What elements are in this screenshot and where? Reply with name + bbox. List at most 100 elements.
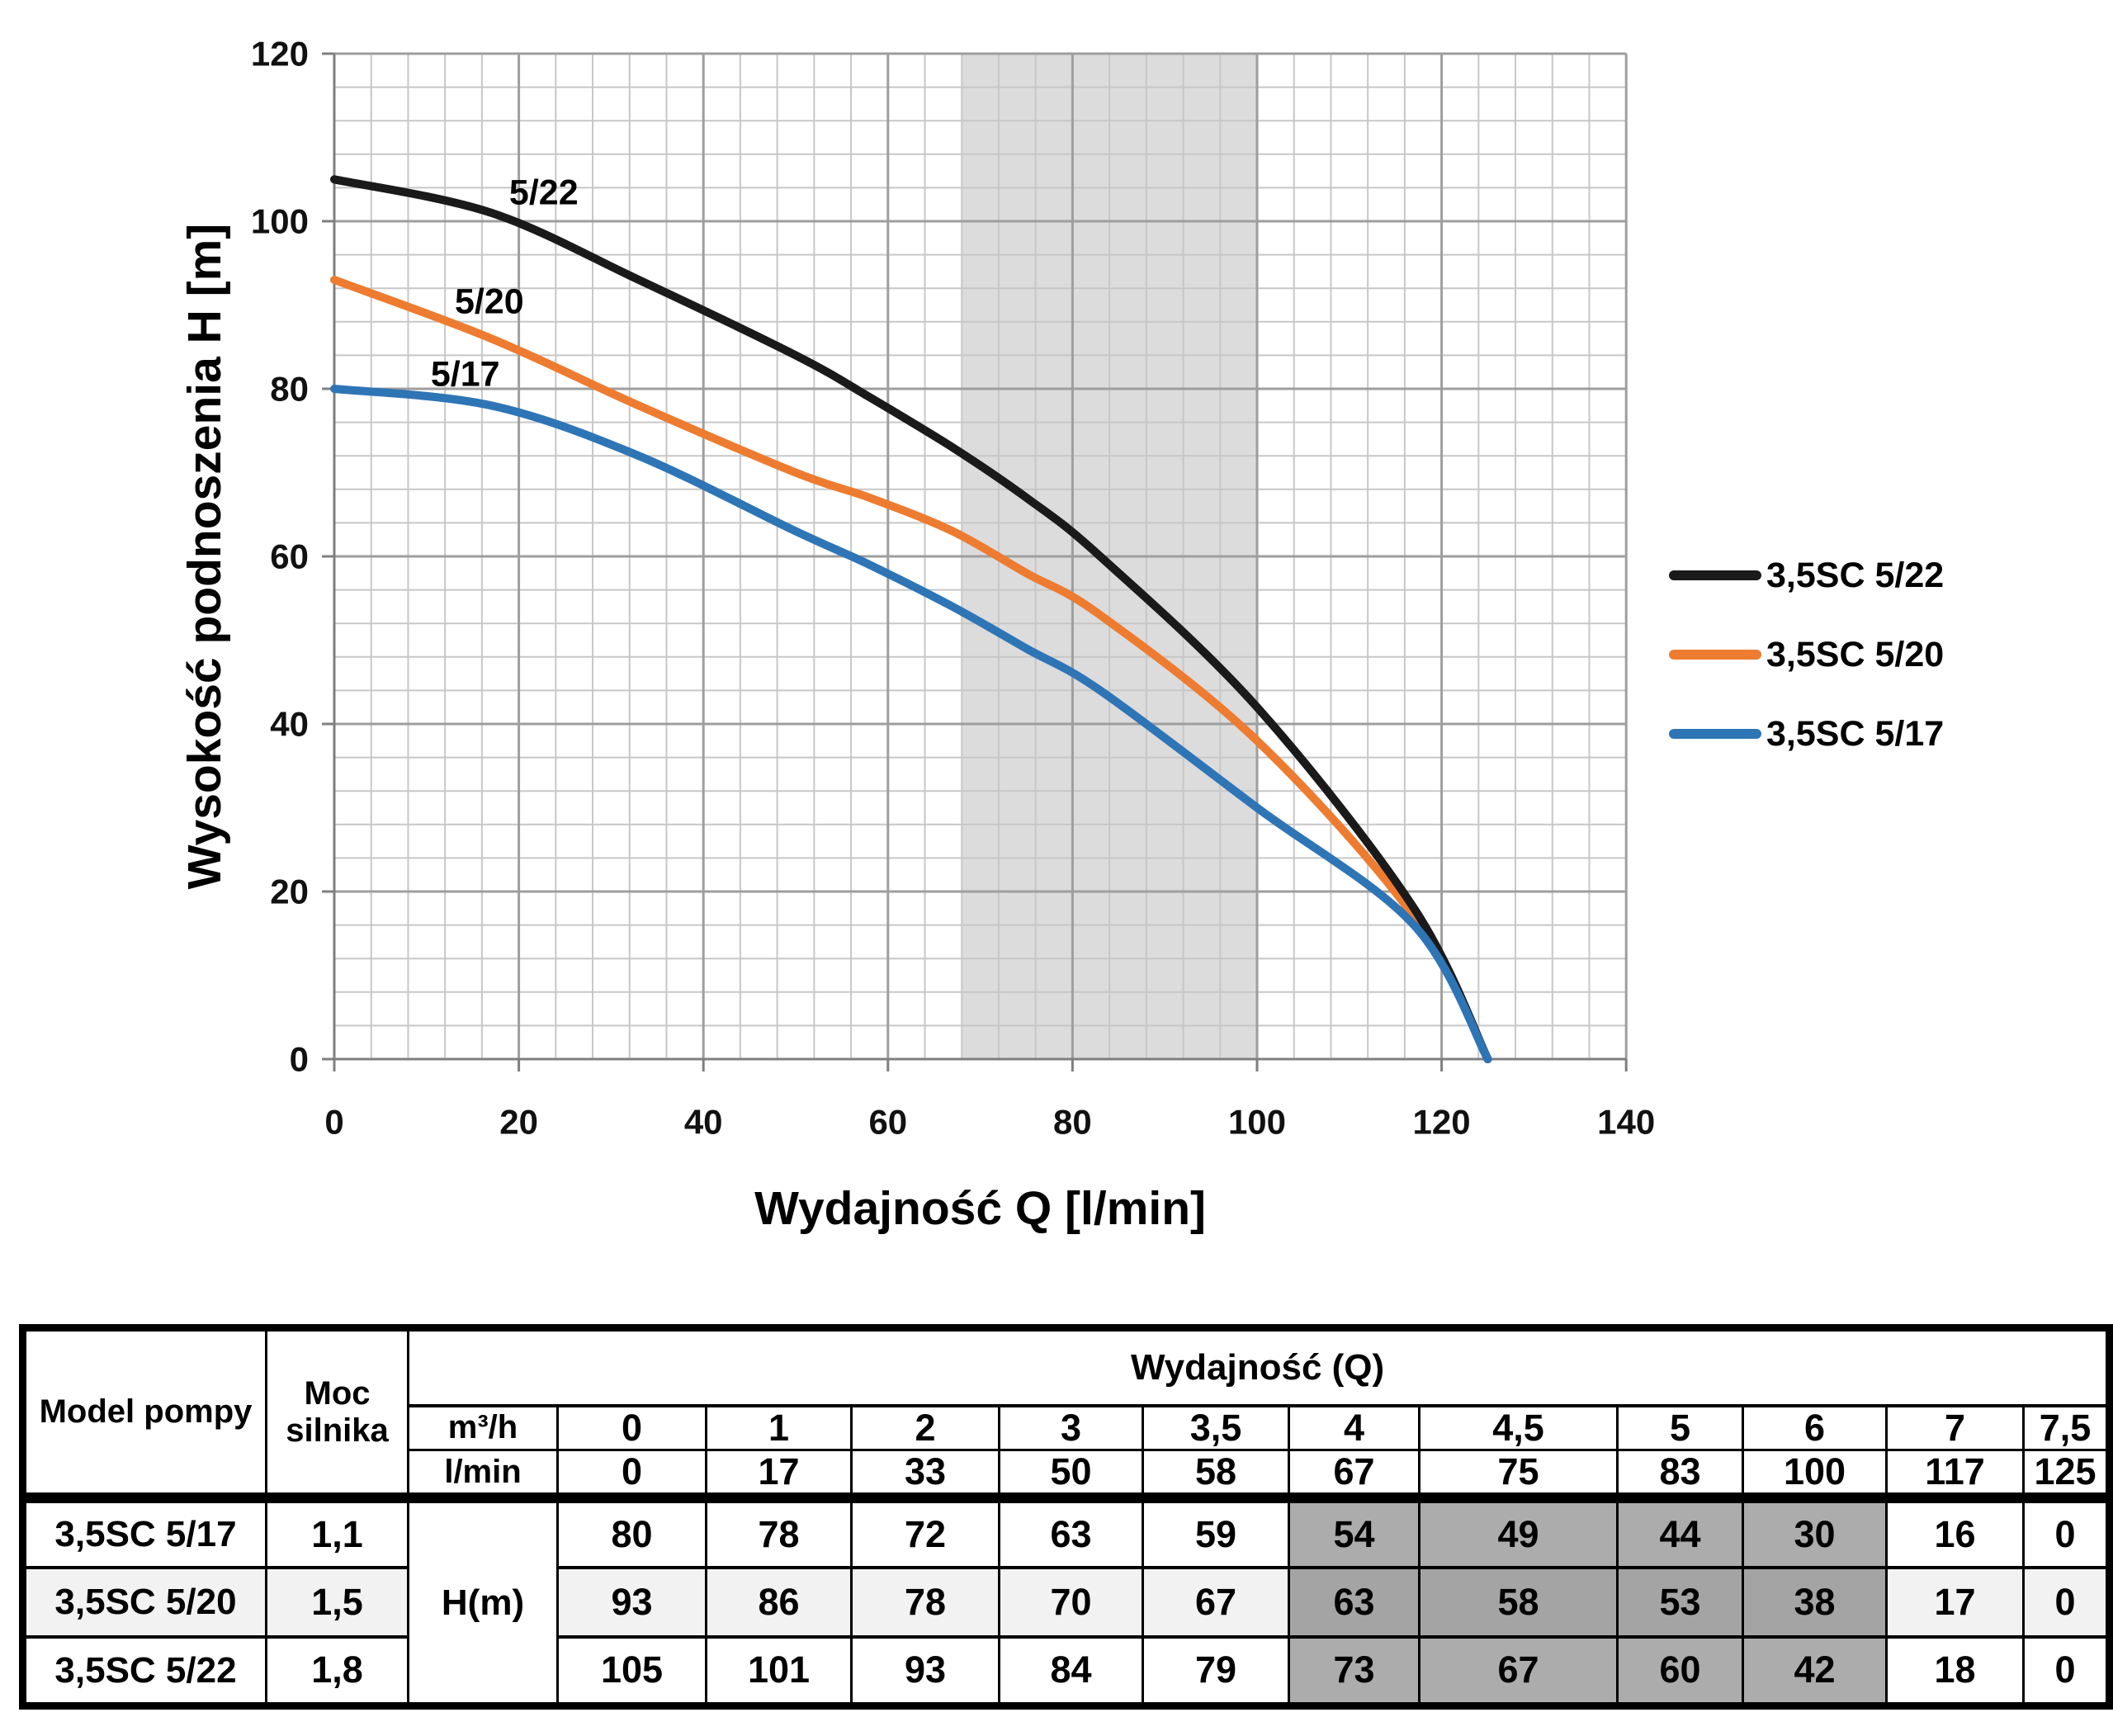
power-cell: 1,5 (265, 1565, 409, 1639)
head-value: 84 (998, 1634, 1144, 1708)
x-tick-label: 40 (684, 1103, 723, 1142)
head-value: 80 (556, 1492, 707, 1569)
head-value: 93 (850, 1634, 1000, 1708)
head-value: 54 (1288, 1492, 1420, 1569)
lmin-value: 75 (1418, 1448, 1619, 1500)
x-tick-label: 80 (1053, 1103, 1092, 1142)
m3h-value: 4 (1288, 1404, 1420, 1451)
y-tick-label: 40 (270, 705, 309, 744)
y-tick-label: 80 (270, 370, 309, 409)
y-tick-label: 0 (290, 1040, 309, 1079)
curve-5-17 (330, 385, 1492, 1063)
m3h-value: 1 (705, 1404, 853, 1451)
head-value: 16 (1885, 1492, 2025, 1569)
curve-5-20 (330, 276, 1492, 1063)
lmin-value: 0 (556, 1448, 707, 1500)
header-row-m3h: m³/h 0 1 2 3 3,5 4 4,5 5 6 7 7,5 (23, 1404, 2111, 1451)
legend-label: 3,5SC 5/20 (1766, 635, 1944, 674)
head-value: 42 (1742, 1634, 1888, 1708)
lmin-value: 117 (1885, 1448, 2025, 1500)
head-value: 0 (2021, 1492, 2111, 1569)
x-tick-label: 60 (868, 1103, 907, 1142)
y-axis-title: Wysokość podnoszenia H [m] (178, 224, 231, 890)
x-tick-label: 100 (1228, 1103, 1286, 1142)
head-value: 67 (1418, 1634, 1619, 1708)
head-value: 105 (556, 1634, 707, 1708)
lmin-value: 83 (1616, 1448, 1744, 1500)
head-value: 60 (1616, 1634, 1744, 1708)
curve-label: 5/22 (509, 173, 579, 212)
head-value: 53 (1616, 1565, 1744, 1639)
m3h-value: 7,5 (2021, 1404, 2111, 1451)
x-tick-label: 20 (499, 1103, 538, 1142)
pump-row-355-17: 3,5SC 5/17 1,1 H(m) 80 78 72 63 59 54 49 44 30 16 0 (21, 1492, 2111, 1708)
y-tick-label: 20 (270, 873, 309, 911)
legend-label: 3,5SC 5/22 (1766, 556, 1944, 595)
legend-label: 3,5SC 5/17 (1766, 714, 1944, 754)
head-value: 73 (1288, 1634, 1420, 1708)
head-value: 93 (556, 1565, 707, 1639)
head-value: 0 (2021, 1634, 2111, 1708)
head-value: 70 (998, 1565, 1144, 1639)
head-value: 63 (998, 1492, 1144, 1569)
m3h-value: 4,5 (1418, 1404, 1619, 1451)
m3h-value: 3 (998, 1404, 1144, 1451)
y-tick-label: 120 (251, 35, 309, 73)
x-tick-label: 120 (1413, 1103, 1471, 1142)
m3h-value: 6 (1742, 1404, 1888, 1451)
axes: 0 20 40 60 80 100 120 140 0 20 40 60 80 100 120 (251, 35, 1655, 1142)
model-cell: 3,5SC 5/17 (21, 1492, 267, 1569)
head-value: 78 (705, 1492, 853, 1569)
pump-curves (330, 175, 1492, 1063)
unit-lmin-label: l/min (407, 1448, 559, 1500)
head-value: 44 (1616, 1492, 1744, 1569)
x-tick-label: 140 (1597, 1103, 1655, 1142)
pump-row-355-22: 3,5SC 5/22 1,8 105 101 93 84 79 73 67 60 42 18 0 (21, 1634, 2111, 1708)
curve-label: 5/20 (455, 281, 524, 321)
head-value: 101 (705, 1634, 853, 1708)
lmin-value: 50 (998, 1448, 1144, 1500)
head-value: 59 (1142, 1492, 1290, 1569)
power-cell: 1,8 (265, 1634, 409, 1708)
h-m-label: H(m) (407, 1492, 559, 1708)
m3h-value: 2 (850, 1404, 1000, 1451)
pump-data-table-wrap: Model pompy Moc silnika Wydajność (Q) m³/h 0… (19, 1324, 2113, 1710)
moc-silnika-header: Moc silnika (265, 1326, 409, 1500)
y-tick-label: 100 (251, 202, 309, 241)
curve-label: 5/17 (431, 355, 500, 395)
y-tick-label: 60 (270, 537, 309, 576)
head-value: 79 (1142, 1634, 1290, 1708)
head-value: 86 (705, 1565, 853, 1639)
head-value: 78 (850, 1565, 1000, 1639)
m3h-value: 7 (1885, 1404, 2025, 1451)
head-value: 0 (2021, 1565, 2111, 1639)
lmin-value: 125 (2021, 1448, 2111, 1500)
lmin-value: 58 (1142, 1448, 1290, 1500)
lmin-value: 33 (850, 1448, 1000, 1500)
pump-data-table: Model pompy Moc silnika Wydajność (Q) m³/h 0… (19, 1324, 2113, 1710)
m3h-value: 3,5 (1142, 1404, 1290, 1451)
x-axis-title: Wydajność Q [l/min] (754, 1182, 1206, 1235)
wydajnosc-header: Wydajność (Q) (406, 1327, 2111, 1407)
head-value: 49 (1418, 1492, 1619, 1569)
m3h-value: 0 (556, 1404, 707, 1451)
m3h-value: 5 (1616, 1404, 1744, 1451)
unit-m3h-label: m³/h (407, 1404, 559, 1451)
x-tick-label: 0 (324, 1103, 343, 1142)
lmin-value: 17 (705, 1448, 853, 1500)
head-value: 18 (1885, 1634, 2025, 1708)
head-value: 63 (1288, 1565, 1420, 1639)
model-pompy-header: Model pompy (21, 1326, 267, 1500)
head-value: 67 (1142, 1565, 1290, 1639)
head-value: 72 (850, 1492, 1000, 1569)
curve-5-22 (330, 175, 1492, 1063)
head-value: 17 (1885, 1565, 2025, 1639)
header-row-capacity: Model pompy Moc silnika Wydajność (Q) (21, 1326, 2111, 1500)
pump-row-355-20: 3,5SC 5/20 1,5 93 86 78 70 67 63 58 53 38 17 0 (21, 1565, 2111, 1639)
pump-curve-chart: 0 20 40 60 80 100 120 140 0 20 40 60 80 100 120 Wydajno… (178, 35, 1944, 1236)
model-cell: 3,5SC 5/22 (21, 1634, 267, 1708)
model-cell: 3,5SC 5/20 (21, 1565, 267, 1639)
legend: 3,5SC 5/22 3,5SC 5/20 3,5SC 5/17 (1669, 556, 1944, 754)
head-value: 38 (1742, 1565, 1888, 1639)
